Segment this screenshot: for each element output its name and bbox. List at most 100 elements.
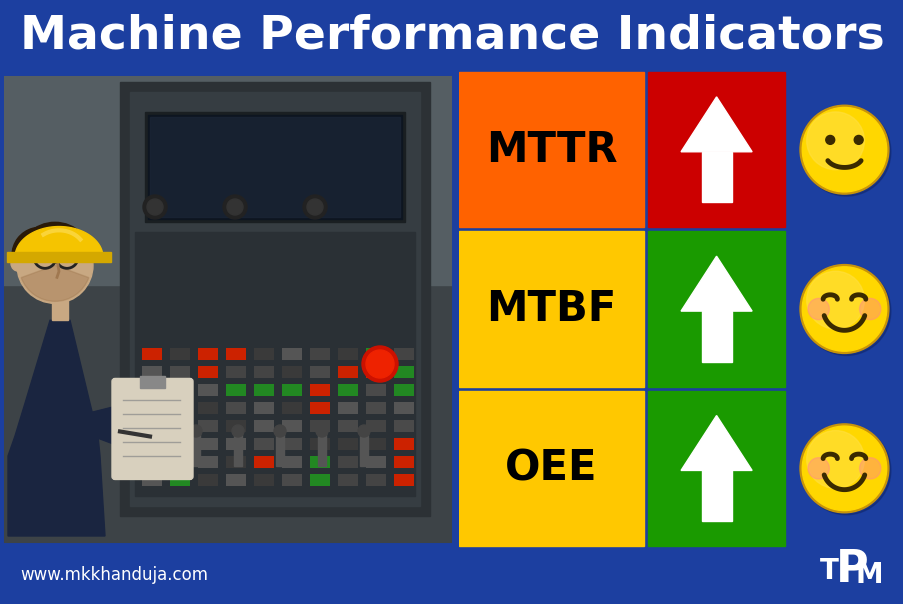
Bar: [254, 348, 274, 360]
Bar: [142, 438, 162, 450]
Bar: [144, 112, 405, 222]
Circle shape: [358, 425, 369, 437]
Bar: [150, 431, 158, 466]
Bar: [254, 474, 274, 486]
Polygon shape: [680, 416, 751, 471]
Bar: [170, 420, 190, 432]
Circle shape: [799, 424, 888, 513]
Bar: [234, 431, 242, 466]
Bar: [282, 348, 302, 360]
Bar: [198, 366, 218, 378]
Bar: [366, 348, 386, 360]
Circle shape: [805, 271, 863, 329]
Circle shape: [859, 298, 880, 320]
Bar: [254, 384, 274, 396]
Bar: [394, 384, 414, 396]
Circle shape: [799, 265, 888, 353]
Bar: [254, 402, 274, 414]
Bar: [142, 420, 162, 432]
Circle shape: [307, 199, 322, 215]
Bar: [282, 474, 302, 486]
Wedge shape: [17, 222, 93, 260]
Circle shape: [807, 458, 828, 479]
Bar: [170, 384, 190, 396]
Bar: [338, 438, 358, 450]
Bar: [170, 474, 190, 486]
Bar: [338, 456, 358, 468]
Circle shape: [223, 195, 247, 219]
Bar: [142, 456, 162, 468]
Bar: [7, 252, 111, 262]
Bar: [142, 384, 162, 396]
Bar: [701, 152, 731, 202]
Bar: [310, 420, 330, 432]
Bar: [338, 348, 358, 360]
Bar: [150, 117, 399, 217]
Bar: [647, 72, 784, 227]
Bar: [226, 456, 246, 468]
Bar: [394, 348, 414, 360]
Bar: [394, 438, 414, 450]
Bar: [366, 402, 386, 414]
Bar: [170, 456, 190, 468]
Bar: [394, 420, 414, 432]
Circle shape: [147, 199, 163, 215]
Text: www.mkkhanduja.com: www.mkkhanduja.com: [20, 566, 208, 584]
Bar: [394, 456, 414, 468]
Bar: [459, 391, 644, 546]
Bar: [459, 231, 644, 387]
Bar: [226, 366, 246, 378]
Polygon shape: [8, 320, 105, 536]
Bar: [142, 474, 162, 486]
Bar: [366, 456, 386, 468]
Bar: [394, 366, 414, 378]
Bar: [310, 474, 330, 486]
Circle shape: [17, 227, 93, 303]
Bar: [226, 420, 246, 432]
Bar: [0, 72, 454, 546]
Bar: [140, 376, 165, 388]
Circle shape: [361, 346, 397, 382]
Circle shape: [801, 426, 886, 510]
Bar: [198, 348, 218, 360]
Bar: [459, 72, 644, 227]
Bar: [198, 474, 218, 486]
Bar: [0, 72, 454, 546]
Bar: [254, 420, 274, 432]
FancyBboxPatch shape: [112, 379, 192, 480]
Bar: [366, 438, 386, 450]
Circle shape: [366, 350, 394, 378]
Bar: [701, 471, 731, 521]
Circle shape: [303, 195, 327, 219]
Bar: [135, 232, 414, 496]
Bar: [254, 456, 274, 468]
Bar: [254, 438, 274, 450]
Circle shape: [801, 267, 886, 351]
Bar: [647, 231, 784, 387]
Bar: [338, 384, 358, 396]
Bar: [226, 384, 246, 396]
Circle shape: [799, 105, 888, 194]
Bar: [282, 384, 302, 396]
Bar: [338, 402, 358, 414]
Circle shape: [859, 458, 880, 479]
Bar: [282, 420, 302, 432]
Bar: [394, 402, 414, 414]
Circle shape: [825, 135, 833, 144]
Bar: [310, 438, 330, 450]
Circle shape: [62, 252, 72, 262]
Circle shape: [148, 425, 160, 437]
Bar: [198, 456, 218, 468]
Circle shape: [805, 112, 863, 170]
Circle shape: [190, 425, 201, 437]
Circle shape: [853, 135, 862, 144]
Bar: [310, 456, 330, 468]
Bar: [0, 546, 903, 604]
Bar: [310, 402, 330, 414]
Bar: [275, 431, 284, 466]
Bar: [198, 402, 218, 414]
Bar: [282, 402, 302, 414]
Bar: [366, 366, 386, 378]
Wedge shape: [12, 227, 64, 255]
Text: P: P: [835, 547, 868, 591]
